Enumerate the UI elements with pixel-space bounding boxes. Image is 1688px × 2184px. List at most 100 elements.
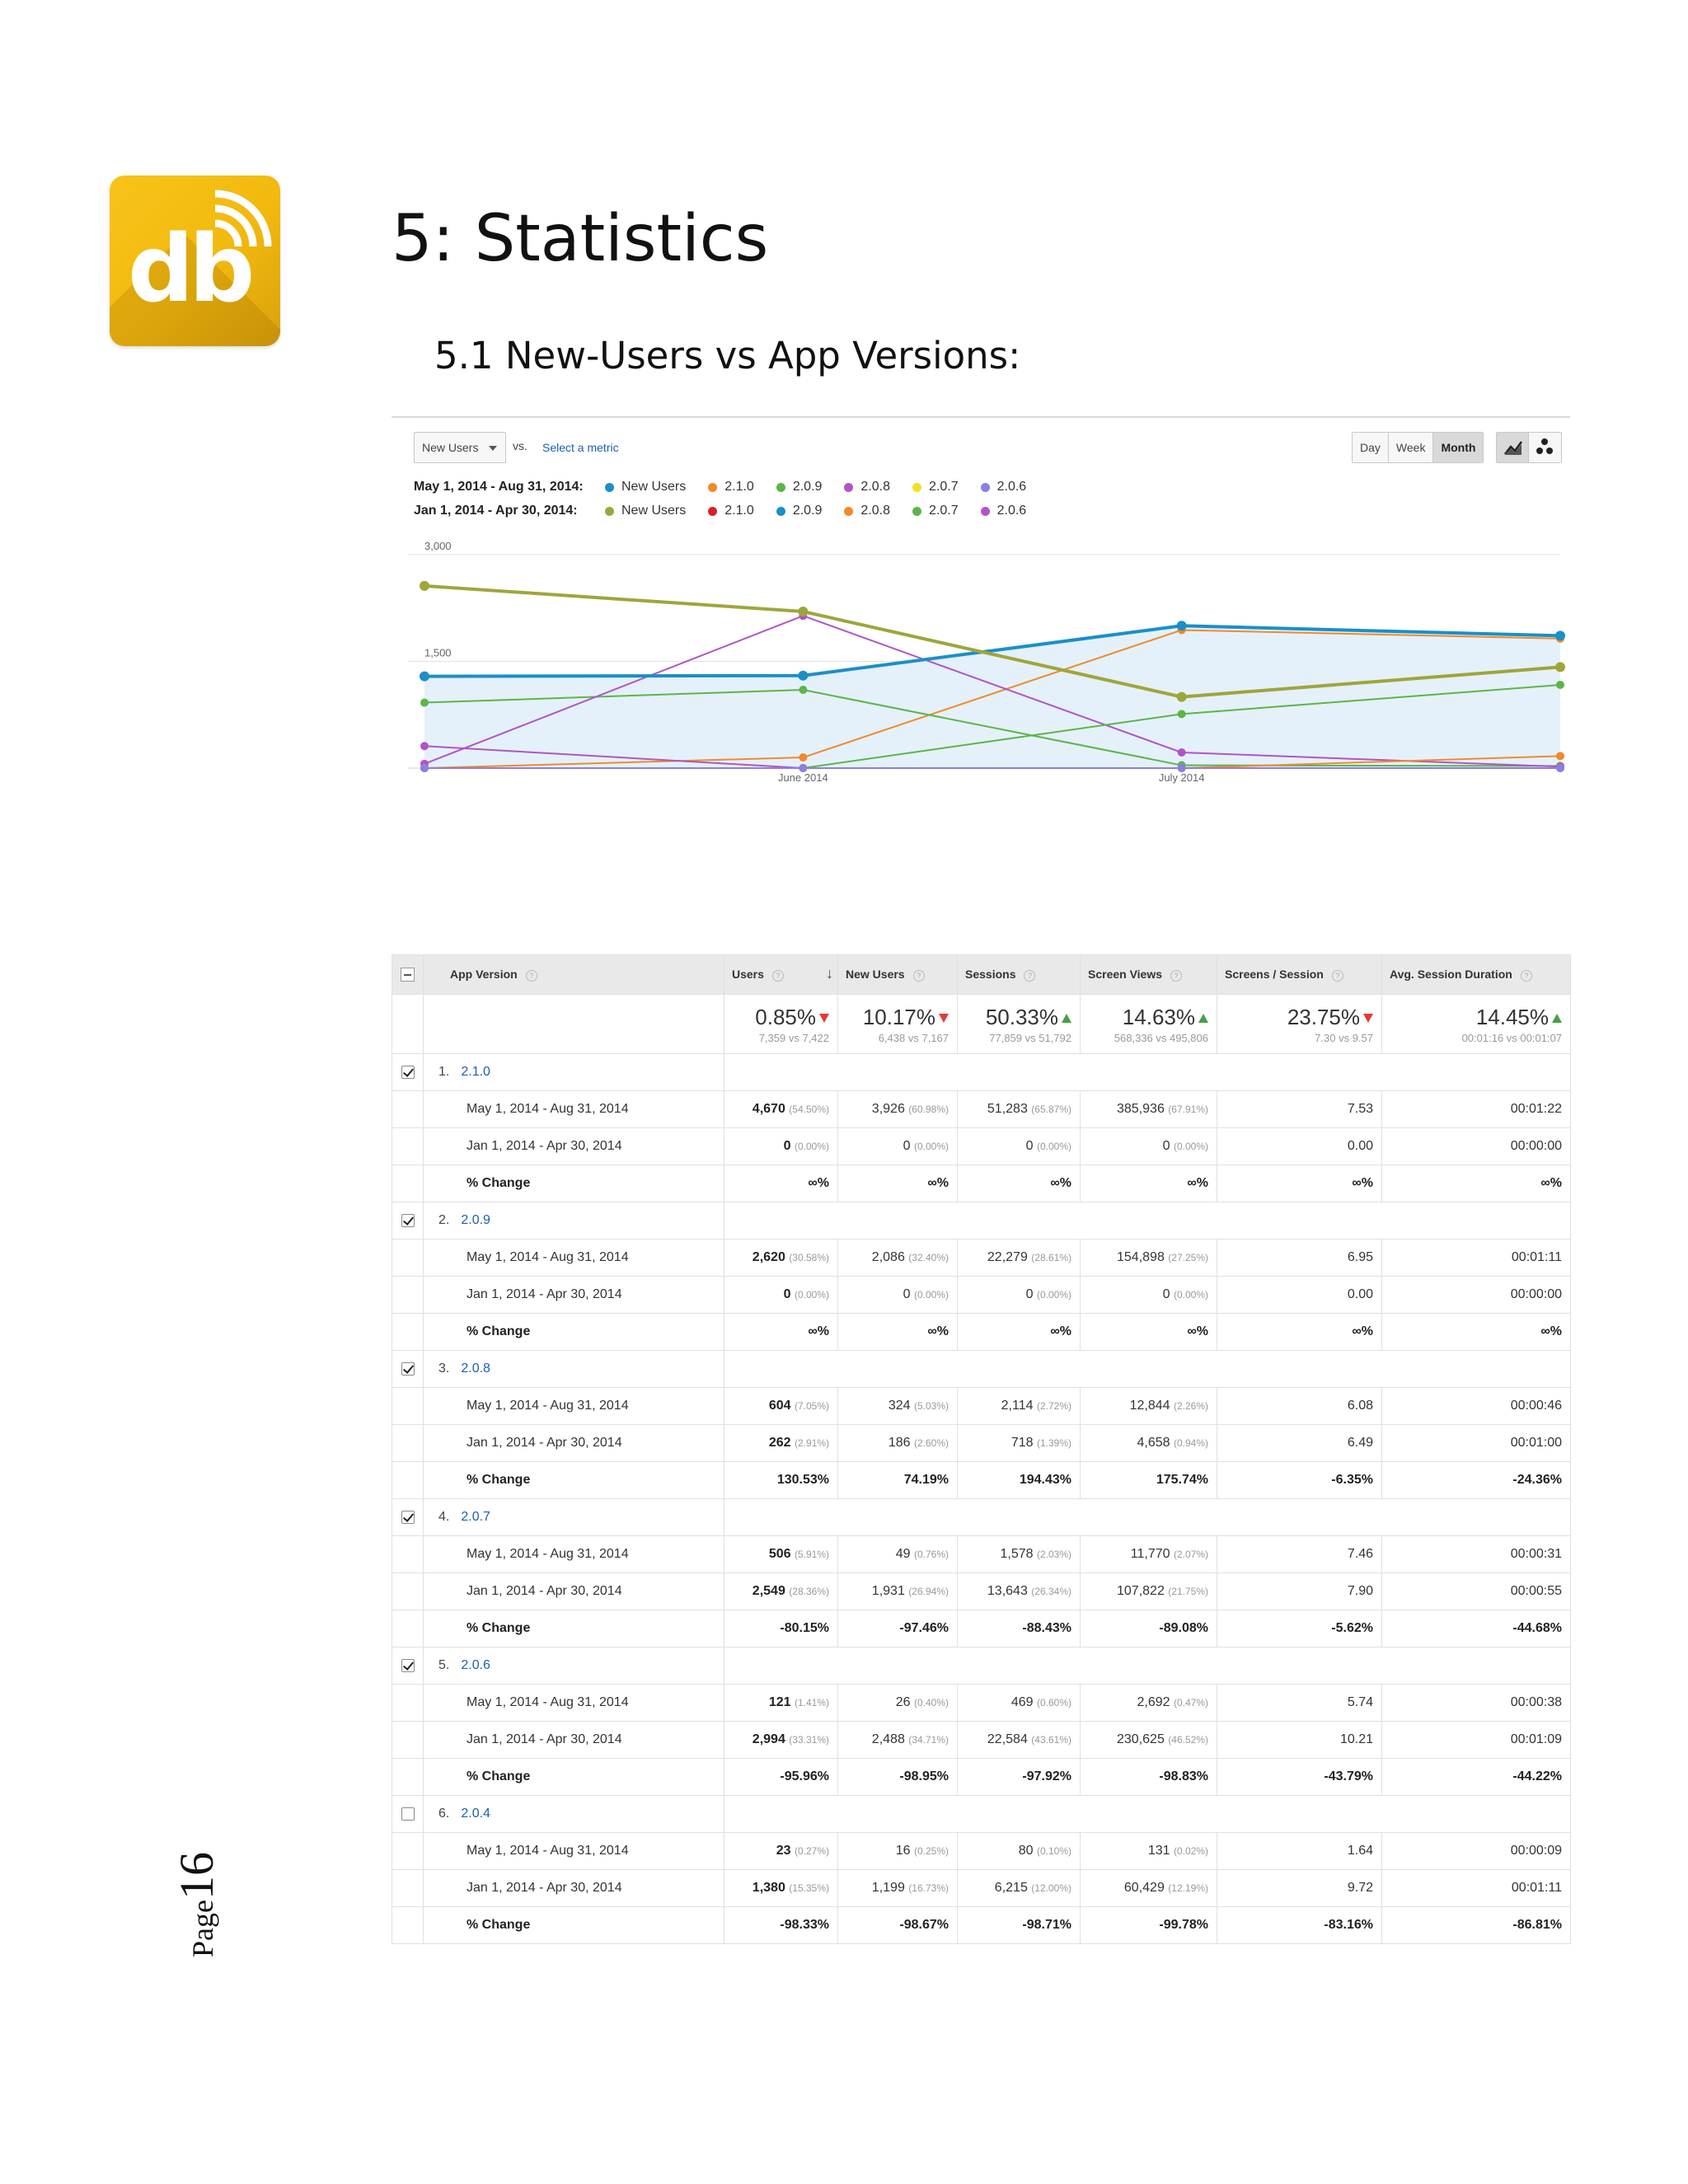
cell-percent: (34.71%) xyxy=(908,1734,949,1746)
series-line xyxy=(424,583,1561,699)
table-cell: 0.00 xyxy=(1217,1127,1382,1165)
legend-item[interactable]: 2.0.6 xyxy=(980,504,1027,518)
period-week-button[interactable]: Week xyxy=(1388,433,1434,462)
row-checkbox[interactable] xyxy=(401,1807,415,1821)
app-version-link[interactable]: 2.0.4 xyxy=(461,1807,490,1821)
legend-item[interactable]: 2.0.8 xyxy=(844,480,890,494)
table-cell: 324 (5.03%) xyxy=(837,1387,958,1425)
cell-value: -88.43% xyxy=(1022,1621,1071,1635)
arrow-up-icon xyxy=(1198,1014,1208,1023)
help-icon[interactable]: ? xyxy=(1170,969,1183,982)
legend-item[interactable]: 2.1.0 xyxy=(708,504,754,518)
select-metric-link[interactable]: Select a metric xyxy=(542,441,619,454)
table-cell: 49 (0.76%) xyxy=(837,1535,958,1573)
app-version-link[interactable]: 2.0.6 xyxy=(461,1658,490,1672)
table-row: May 1, 2014 - Aug 31, 2014 2,620 (30.58%)… xyxy=(392,1239,1571,1277)
legend-item[interactable]: 2.0.6 xyxy=(980,480,1026,494)
app-version-link[interactable]: 2.0.9 xyxy=(461,1213,490,1227)
column-header-screen-views[interactable]: Screen Views? xyxy=(1080,954,1217,995)
table-cell: 1,380 (15.35%) xyxy=(724,1869,838,1907)
cell-value: 22,279 xyxy=(987,1250,1028,1264)
help-icon[interactable]: ? xyxy=(912,969,925,982)
legend-item[interactable]: 2.0.7 xyxy=(912,480,959,494)
column-header-users[interactable]: Users? ↓ xyxy=(724,954,838,995)
period-day-button[interactable]: Day xyxy=(1353,433,1389,462)
percent-change-row: % Change -98.33% -98.67% -98.71% -99.78% -83.… xyxy=(392,1906,1571,1944)
collapse-icon[interactable] xyxy=(401,968,415,982)
legend-dot xyxy=(912,506,922,516)
table-row: May 1, 2014 - Aug 31, 2014 506 (5.91%) 49 … xyxy=(392,1535,1571,1573)
row-checkbox[interactable] xyxy=(401,1213,415,1227)
help-icon[interactable]: ? xyxy=(771,969,784,982)
row-checkbox[interactable] xyxy=(401,1065,415,1079)
cell-value: 107,822 xyxy=(1117,1584,1165,1598)
table-cell: 13,643 (26.34%) xyxy=(957,1572,1081,1610)
app-version-link[interactable]: 2.1.0 xyxy=(461,1065,490,1079)
cell-value: 00:00:55 xyxy=(1510,1584,1562,1598)
cell-value: -98.33% xyxy=(780,1918,829,1932)
legend-dot xyxy=(708,506,718,516)
cell-value: -98.71% xyxy=(1022,1918,1071,1932)
legend-item[interactable]: 2.0.9 xyxy=(776,480,822,494)
motion-chart-button[interactable] xyxy=(1529,433,1561,462)
legend-item[interactable]: 2.0.7 xyxy=(912,504,959,518)
table-cell: 6.95 xyxy=(1217,1239,1382,1277)
app-version-link[interactable]: 2.0.8 xyxy=(461,1361,490,1376)
column-header-new-users[interactable]: New Users? xyxy=(837,954,958,995)
help-icon[interactable]: ? xyxy=(1331,969,1343,982)
data-point xyxy=(1555,662,1565,673)
group-index: 1. xyxy=(438,1065,450,1079)
legend-row-current: May 1, 2014 - Aug 31, 2014: New Users 2.… xyxy=(414,478,1048,496)
app-version-link[interactable]: 2.0.7 xyxy=(461,1510,490,1524)
column-header-sessions[interactable]: Sessions? xyxy=(957,954,1081,995)
cell-value: 60,429 xyxy=(1123,1881,1165,1895)
group-label-cell: 6. 2.0.4 xyxy=(423,1795,724,1833)
cell-percent: (60.98%) xyxy=(908,1104,949,1115)
legend-item[interactable]: 2.0.8 xyxy=(844,504,890,518)
row-checkbox[interactable] xyxy=(401,1658,415,1672)
summary-percent: 23.75% xyxy=(1287,1005,1360,1029)
row-checkbox[interactable] xyxy=(401,1361,415,1376)
cell-percent: (21.75%) xyxy=(1168,1586,1208,1597)
data-point xyxy=(798,607,809,616)
table-cell: 1,931 (26.94%) xyxy=(837,1572,958,1610)
table-cell: ∞% xyxy=(1217,1165,1382,1202)
help-icon[interactable]: ? xyxy=(525,969,537,982)
data-point xyxy=(1177,710,1186,719)
table-row: Jan 1, 2014 - Apr 30, 2014 0 (0.00%) 0 (0.… xyxy=(392,1127,1571,1165)
legend-label: 2.0.6 xyxy=(996,504,1027,518)
legend-label: 2.0.9 xyxy=(792,504,823,518)
table-row: Jan 1, 2014 - Apr 30, 2014 1,380 (15.35%)… xyxy=(392,1869,1571,1907)
row-label: Jan 1, 2014 - Apr 30, 2014 xyxy=(423,1721,724,1759)
cell-percent: (0.25%) xyxy=(913,1845,949,1857)
table-cell: -43.79% xyxy=(1217,1758,1382,1796)
legend-item[interactable]: New Users xyxy=(605,504,686,518)
legend-label: 2.0.8 xyxy=(860,504,891,518)
row-label: % Change xyxy=(423,1313,724,1351)
table-cell: 2,488 (34.71%) xyxy=(837,1721,958,1759)
summary-percent: 10.17% xyxy=(862,1005,935,1029)
cell-value: 12,844 xyxy=(1129,1399,1170,1413)
legend-item[interactable]: 2.1.0 xyxy=(708,480,754,494)
table-cell: ∞% xyxy=(1080,1313,1217,1351)
period-month-button[interactable]: Month xyxy=(1433,433,1484,462)
motion-chart-icon xyxy=(1536,438,1553,454)
column-header-app-version[interactable]: App Version? xyxy=(423,954,724,995)
column-header-screens-per-session[interactable]: Screens / Session? xyxy=(1217,954,1382,995)
group-label-cell: 5. 2.0.6 xyxy=(423,1647,724,1685)
help-icon[interactable]: ? xyxy=(1520,969,1532,982)
help-icon[interactable]: ? xyxy=(1024,969,1036,982)
table-cell: 00:00:46 xyxy=(1381,1387,1571,1425)
cell-percent: (0.00%) xyxy=(1036,1141,1071,1152)
table-cell: 604 (7.05%) xyxy=(724,1387,838,1425)
column-header-avg-session-duration[interactable]: Avg. Session Duration? xyxy=(1381,954,1571,995)
line-chart-button[interactable] xyxy=(1497,433,1529,462)
legend-item[interactable]: 2.0.9 xyxy=(776,504,823,518)
cell-percent: (0.47%) xyxy=(1173,1697,1208,1708)
metric-dropdown[interactable]: New Users xyxy=(414,432,506,463)
cell-value: 0 xyxy=(1162,1287,1170,1301)
legend-item[interactable]: New Users xyxy=(605,480,686,494)
row-checkbox[interactable] xyxy=(401,1510,415,1524)
legend-dot xyxy=(980,482,990,492)
cell-percent: (0.00%) xyxy=(794,1141,829,1152)
